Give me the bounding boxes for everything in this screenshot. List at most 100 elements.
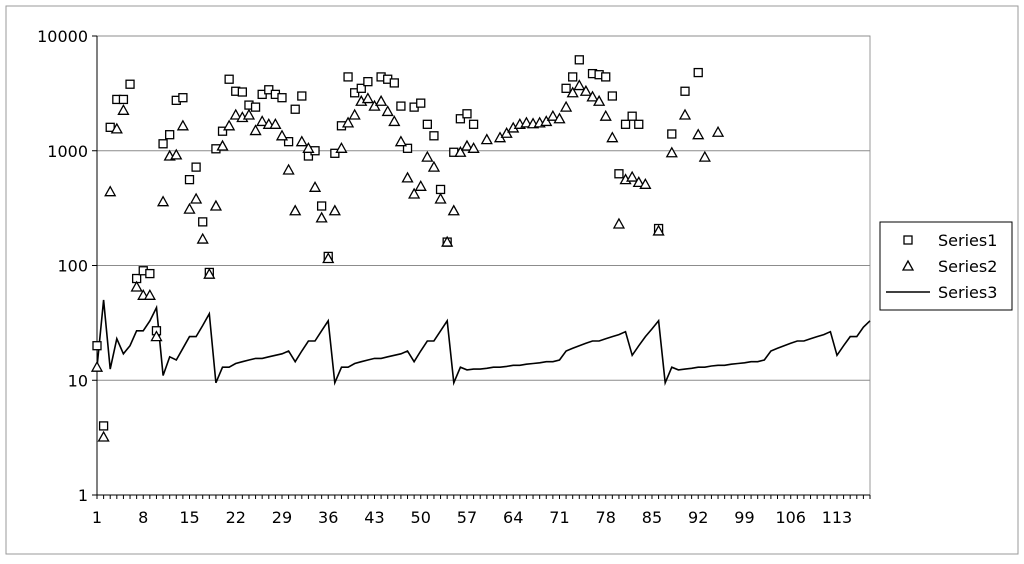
series1-point — [627, 111, 637, 121]
x-tick-label: 29 — [272, 508, 292, 527]
series2-point — [97, 430, 110, 442]
series1-point — [98, 421, 109, 431]
series2-point — [414, 179, 427, 191]
series1-point — [145, 268, 155, 279]
series2-point — [374, 94, 388, 106]
series2-point — [348, 108, 361, 120]
legend-label: Series1 — [938, 231, 997, 250]
series1-point — [693, 67, 703, 78]
y-tick-label: 10 — [68, 371, 88, 390]
series2-point — [441, 235, 454, 247]
y-tick-labels: 1 10 100 1000 10000 — [37, 27, 88, 505]
x-tick-label: 85 — [642, 508, 662, 527]
series2-point — [612, 217, 626, 229]
series2-point — [454, 145, 467, 157]
series1-point — [158, 139, 168, 149]
series2-point — [341, 116, 355, 128]
series2-point — [361, 92, 374, 104]
series2-point — [130, 280, 143, 292]
x-tick-label: 43 — [364, 508, 384, 527]
series2-point — [711, 125, 725, 137]
series2-point — [566, 86, 579, 98]
marker-series-group — [90, 55, 725, 442]
series1-point — [237, 87, 248, 97]
series2-point — [401, 171, 414, 183]
series2-point — [434, 192, 447, 204]
x-tick-label: 99 — [734, 508, 754, 527]
x-tick-labels: 1 8 15 22 29 36 43 50 57 64 71 78 85 92 99 106 113 — [92, 508, 852, 527]
series1-point — [165, 130, 175, 140]
series2-point — [289, 204, 302, 216]
series2-point — [196, 232, 209, 244]
series2-point — [639, 177, 652, 189]
series1-point — [297, 91, 307, 101]
series1-point — [561, 83, 571, 93]
x-tick-label: 113 — [822, 508, 853, 527]
series1-point — [429, 131, 439, 141]
series1-point — [667, 129, 677, 139]
x-tick-label: 1 — [92, 508, 102, 527]
series2-point — [223, 119, 236, 131]
series1-point — [283, 137, 294, 147]
series1-point — [356, 83, 366, 93]
series1-point — [184, 174, 195, 185]
series2-point — [467, 141, 480, 153]
series2-point — [90, 360, 104, 372]
series2-point — [427, 160, 441, 172]
series1-point — [634, 119, 644, 129]
series2-point — [269, 117, 282, 129]
y-tick-label: 1000 — [47, 142, 88, 161]
series2-point — [295, 135, 308, 147]
series2-point — [156, 195, 170, 207]
series1-point — [224, 74, 234, 84]
series2-point — [626, 170, 639, 182]
series1-point — [178, 93, 188, 103]
series1-point — [191, 162, 201, 172]
series2-point — [104, 185, 117, 197]
series2-point — [540, 115, 553, 127]
legend-label: Series2 — [938, 257, 997, 276]
legend: Series1 Series2 Series3 — [879, 221, 1013, 311]
series1-point — [343, 72, 353, 82]
x-tick-label: 64 — [503, 508, 523, 527]
series2-point — [447, 204, 460, 216]
series2-point — [335, 141, 348, 153]
y-tick-label: 1 — [78, 486, 88, 505]
series1-point — [330, 148, 340, 158]
series2-point — [150, 330, 163, 342]
series2-point — [143, 288, 156, 300]
series1-point — [290, 104, 300, 114]
series1-point — [118, 94, 129, 105]
series2-point — [520, 116, 533, 128]
series2-point — [322, 252, 335, 264]
series2-point — [632, 176, 645, 188]
x-tick-label: 8 — [138, 508, 148, 527]
series2-point — [652, 224, 665, 236]
x-tick-label: 71 — [549, 508, 569, 527]
series1-point — [316, 201, 327, 211]
series2-point — [500, 126, 513, 138]
x-tick-label: 15 — [179, 508, 199, 527]
series2-point — [275, 129, 289, 141]
series2-point — [388, 115, 401, 127]
series2-point — [394, 135, 408, 147]
series2-point — [256, 115, 269, 127]
series1-point — [92, 341, 102, 351]
series2-point — [665, 146, 678, 158]
x-tick-label: 106 — [775, 508, 806, 527]
series1-point — [277, 93, 287, 103]
y-tick-label: 10000 — [37, 27, 88, 46]
x-tick-label: 36 — [318, 508, 338, 527]
series1-point — [416, 98, 426, 108]
series1-point — [601, 72, 611, 82]
legend-label: Series3 — [938, 283, 997, 302]
series1-point — [396, 101, 406, 111]
series2-point — [599, 109, 612, 121]
series1-point — [680, 86, 690, 96]
series1-point — [574, 55, 584, 65]
y-tick-label: 100 — [57, 257, 88, 276]
series2-point — [282, 163, 295, 175]
series2-point — [302, 141, 315, 153]
series1-point — [620, 119, 631, 129]
